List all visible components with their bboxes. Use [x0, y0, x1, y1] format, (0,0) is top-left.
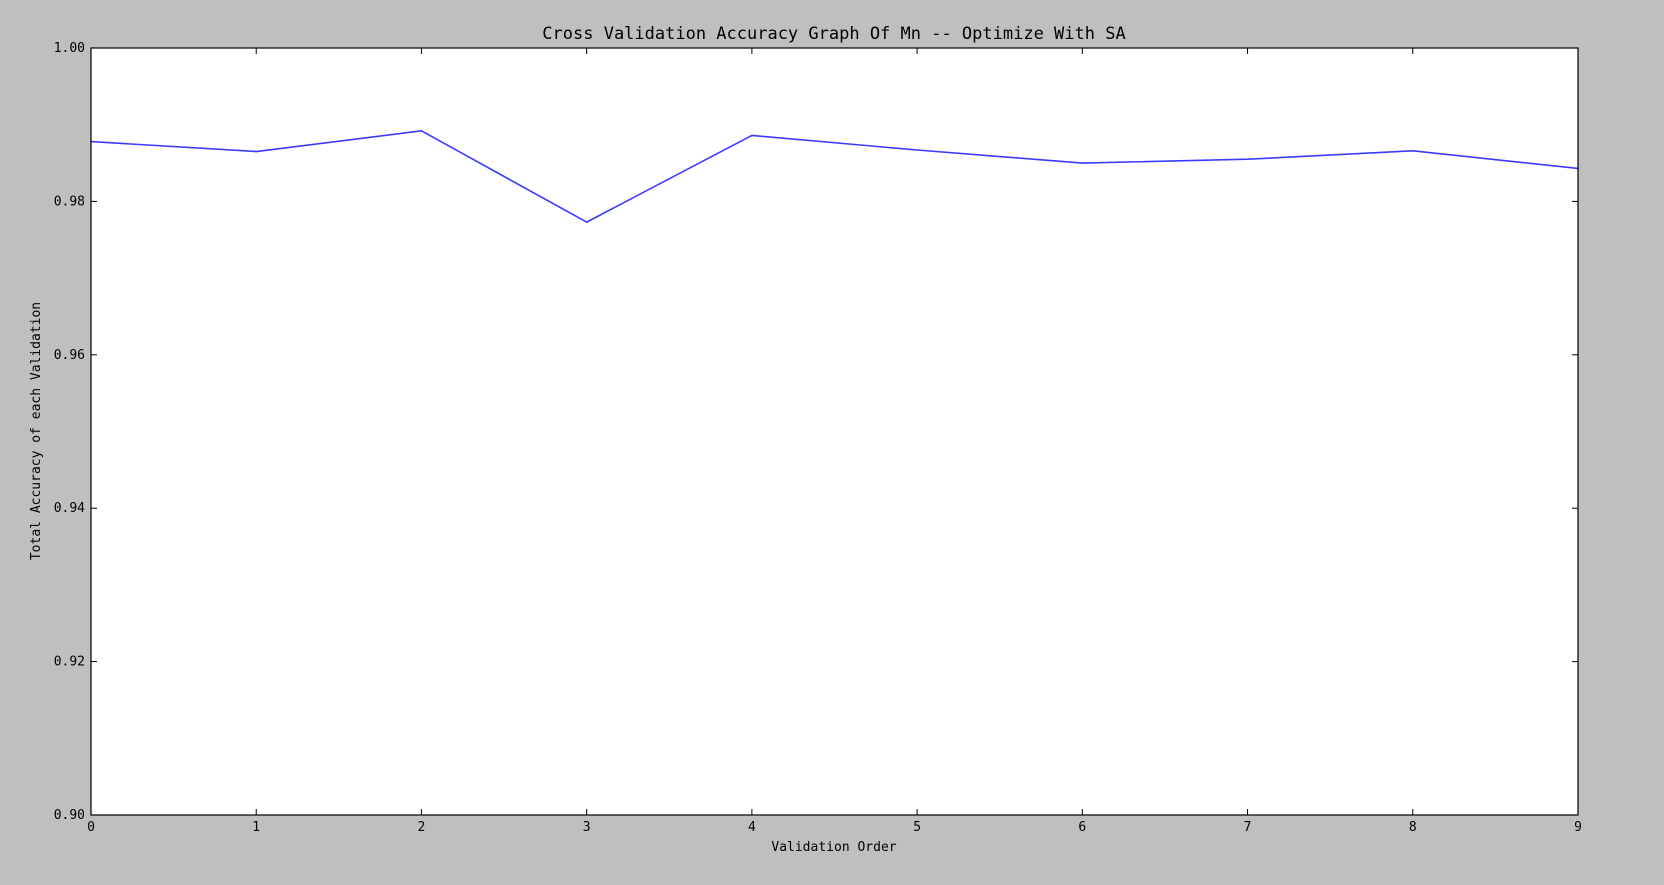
x-tick-label: 3 — [583, 820, 591, 835]
data-point — [585, 221, 588, 223]
y-axis-label: Total Accuracy of each Validation — [29, 302, 44, 560]
x-tick-label: 9 — [1574, 820, 1582, 835]
x-tick-label: 0 — [87, 820, 95, 835]
x-tick-label: 4 — [748, 820, 756, 835]
data-point — [1081, 162, 1084, 164]
chart-title: Cross Validation Accuracy Graph Of Mn --… — [542, 24, 1125, 44]
data-point — [751, 134, 753, 137]
y-tick-label: 1.00 — [54, 41, 85, 56]
y-tick-label: 0.94 — [54, 501, 85, 516]
x-tick-label: 5 — [913, 820, 921, 835]
y-tick-label: 0.92 — [54, 655, 85, 670]
x-tick-label: 7 — [1244, 820, 1252, 835]
y-tick-label: 0.98 — [54, 194, 85, 209]
series-line-accuracy — [90, 130, 1579, 223]
x-tick-label: 6 — [1078, 820, 1086, 835]
x-axis-label: Validation Order — [771, 840, 896, 855]
x-tick-label: 2 — [418, 820, 426, 835]
data-point — [255, 150, 258, 153]
plot-area — [91, 48, 1578, 815]
x-tick-label: 1 — [252, 820, 260, 835]
y-tick-label: 0.96 — [54, 348, 85, 363]
plot-frame — [90, 47, 1579, 816]
data-point — [420, 130, 423, 132]
x-tick-label: 8 — [1409, 820, 1417, 835]
data-point — [1246, 158, 1249, 161]
y-tick-label: 0.90 — [54, 808, 85, 823]
data-point — [916, 149, 918, 151]
data-point — [1411, 149, 1414, 152]
